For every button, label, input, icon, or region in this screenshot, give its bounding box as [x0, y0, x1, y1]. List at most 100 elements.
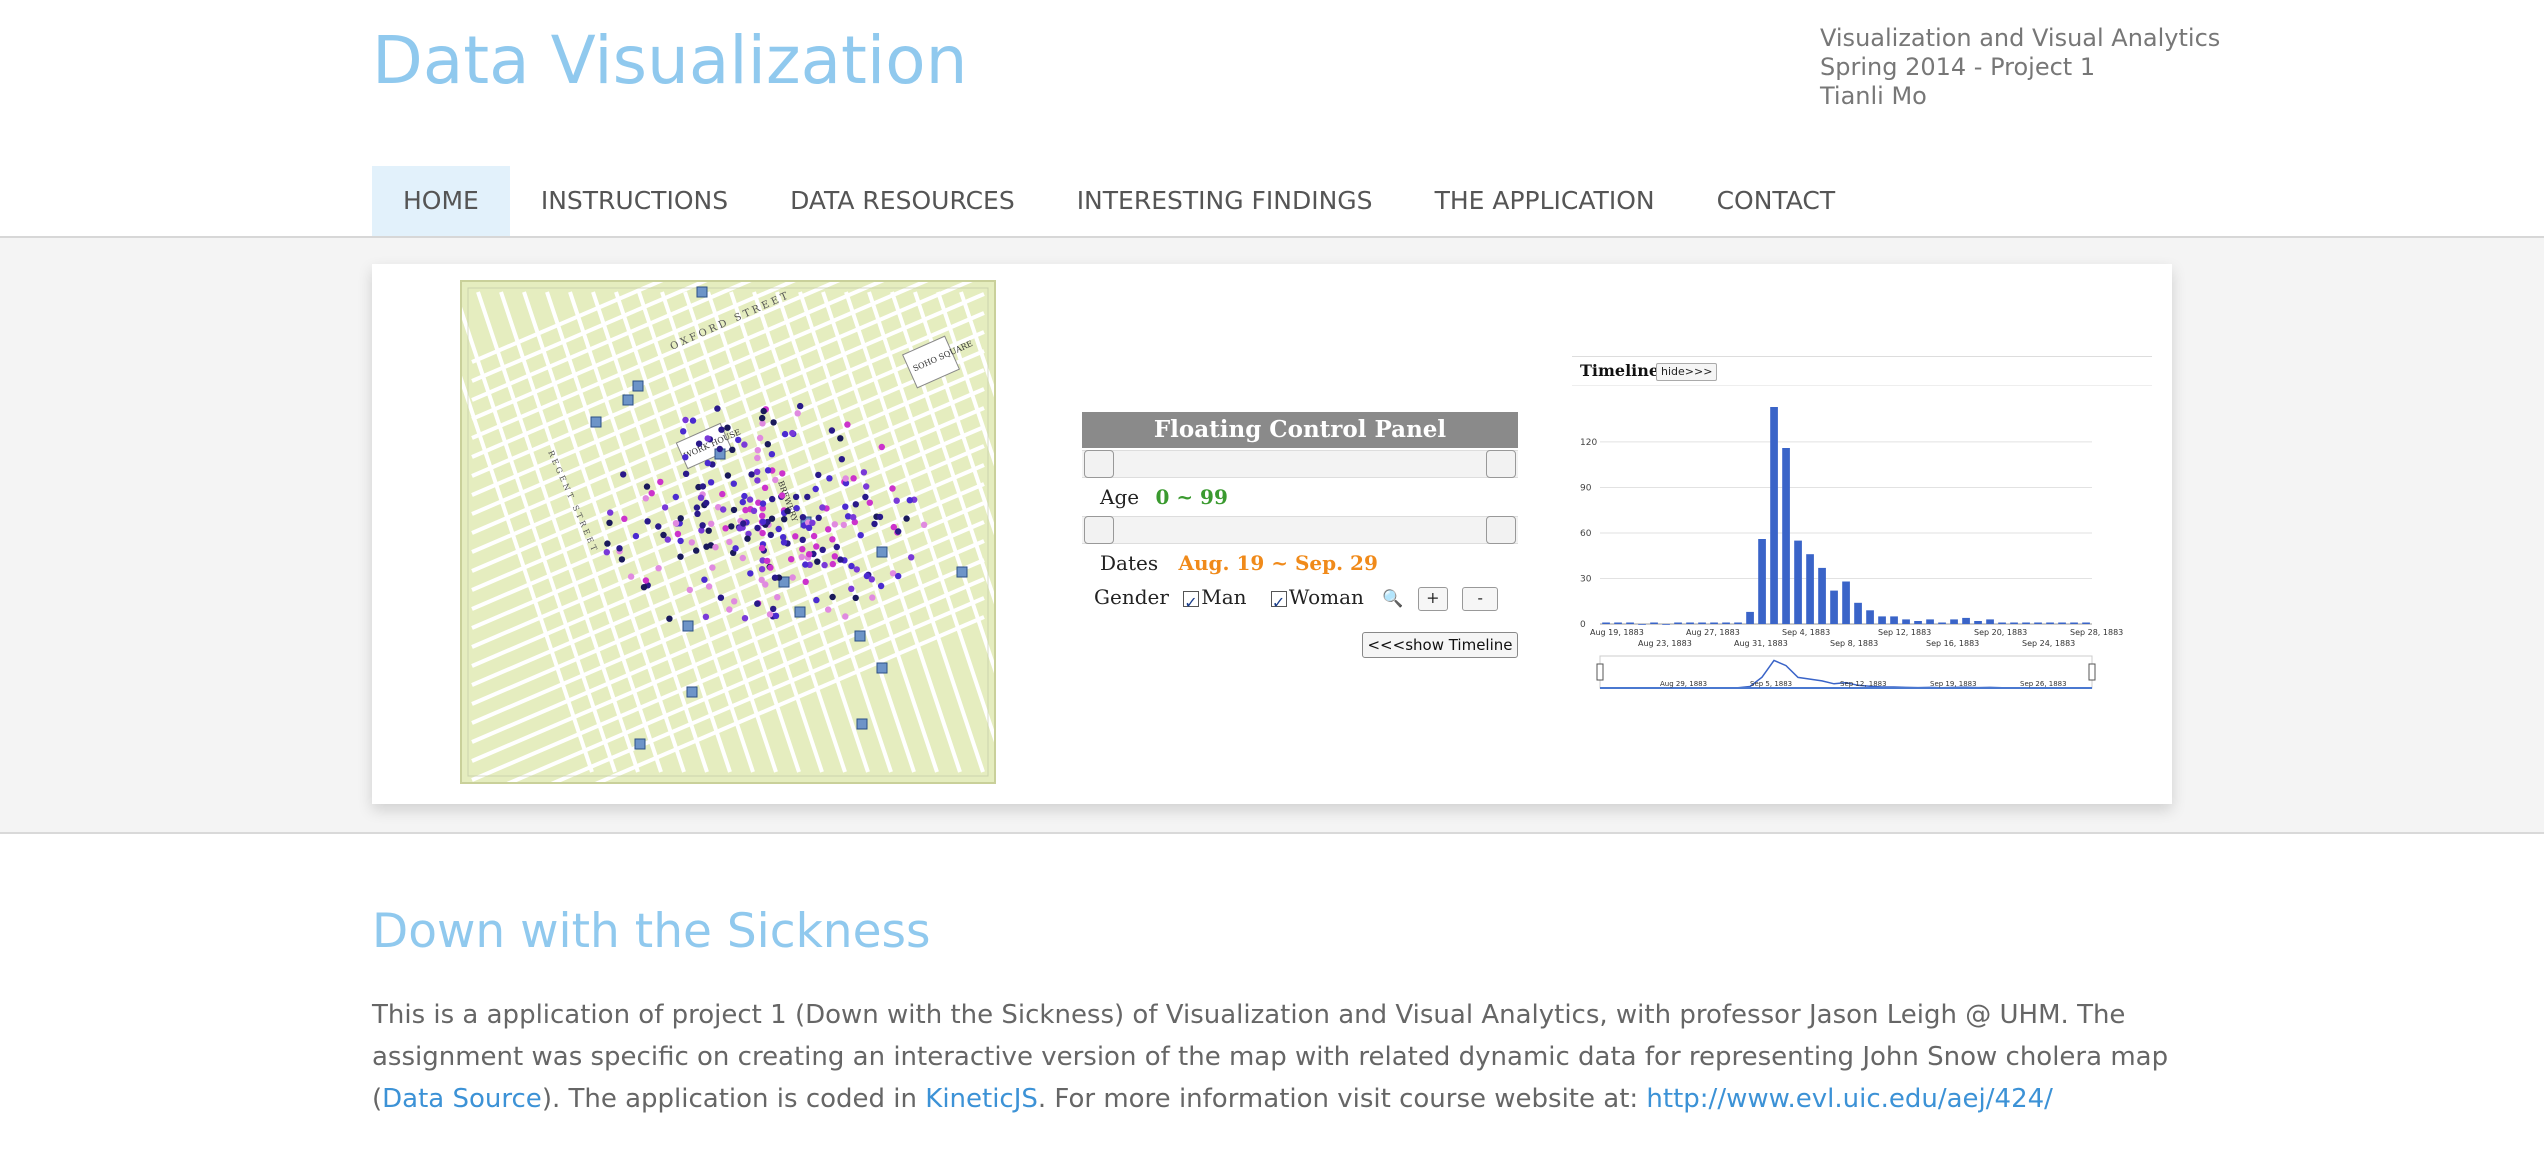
zoom-out-button[interactable]: - — [1462, 586, 1499, 611]
timeline-header: Timeline hide>>> — [1572, 356, 2152, 386]
age-slider-min-handle[interactable] — [1084, 450, 1114, 478]
woman-label: Woman — [1288, 585, 1364, 609]
death-marker — [644, 518, 651, 525]
death-marker — [707, 479, 715, 486]
kineticjs-link[interactable]: KineticJS — [925, 1084, 1038, 1114]
x-tick-label: Sep 24, 1883 — [2022, 639, 2075, 648]
pump-marker — [876, 546, 888, 558]
death-marker — [814, 558, 821, 565]
death-marker — [728, 523, 735, 530]
nav-data-resources[interactable]: DATA RESOURCES — [790, 186, 1015, 215]
death-marker — [789, 574, 796, 581]
timeline-bar — [1806, 554, 1814, 624]
death-marker — [621, 515, 628, 522]
timeline-bar — [1962, 617, 1970, 624]
dates-slider[interactable] — [1082, 516, 1518, 544]
death-marker — [848, 585, 855, 592]
death-marker — [831, 553, 838, 560]
dates-slider-max-handle[interactable] — [1486, 516, 1516, 544]
show-timeline-button[interactable]: <<<show Timeline — [1362, 632, 1518, 658]
death-marker — [731, 598, 738, 605]
death-marker — [758, 544, 766, 552]
timeline-bar — [1602, 622, 1610, 624]
age-value: 0 ~ 99 — [1155, 485, 1228, 509]
death-marker — [772, 476, 779, 484]
death-marker — [726, 538, 733, 546]
death-marker — [712, 544, 719, 551]
death-marker — [693, 504, 701, 511]
pump-marker — [686, 686, 698, 698]
timeline-bar — [1842, 581, 1850, 624]
course-line: Tianli Mo — [1820, 82, 1927, 110]
death-marker — [767, 531, 774, 539]
man-checkbox[interactable] — [1183, 586, 1200, 620]
death-marker — [863, 572, 871, 580]
nav-interesting-findings[interactable]: INTERESTING FINDINGS — [1076, 186, 1373, 215]
death-marker — [704, 459, 711, 467]
timeline-bar — [1782, 448, 1790, 624]
nav-instructions[interactable]: INSTRUCTIONS — [540, 186, 729, 215]
age-slider[interactable] — [1082, 450, 1518, 478]
death-marker — [844, 513, 852, 520]
overview-right-handle[interactable] — [2088, 663, 2096, 681]
article-body: This is a application of project 1 (Down… — [372, 994, 2172, 1120]
death-marker — [812, 485, 819, 493]
course-info: Visualization and Visual Analytics Sprin… — [1820, 24, 2220, 111]
man-label: Man — [1201, 585, 1247, 609]
timeline-bar — [1710, 622, 1718, 624]
overview-tick-label: Sep 12, 1883 — [1840, 680, 1887, 688]
data-source-link[interactable]: Data Source — [382, 1084, 542, 1114]
pump-marker — [632, 380, 644, 392]
woman-checkbox[interactable] — [1270, 586, 1287, 620]
death-marker — [754, 468, 761, 475]
timeline-bar — [1698, 622, 1706, 624]
map-street — [706, 291, 870, 773]
death-marker — [632, 532, 640, 540]
death-marker — [664, 536, 671, 543]
pump-marker — [956, 566, 968, 578]
death-marker — [877, 582, 885, 590]
death-marker — [686, 586, 693, 594]
death-marker — [878, 443, 885, 451]
death-marker — [842, 613, 849, 620]
death-marker — [868, 576, 875, 583]
map-street — [471, 501, 985, 725]
magnifier-icon[interactable]: 🔍 — [1382, 589, 1404, 609]
course-line: Spring 2014 - Project 1 — [1820, 53, 2096, 81]
death-marker — [722, 525, 729, 532]
death-marker — [840, 521, 847, 529]
zoom-in-button[interactable]: + — [1417, 586, 1448, 611]
nav-the-application[interactable]: THE APPLICATION — [1434, 186, 1655, 215]
timeline-bar — [1674, 622, 1682, 624]
death-marker — [714, 405, 721, 412]
nav-home[interactable]: HOME — [372, 166, 510, 236]
death-marker — [819, 504, 826, 511]
age-slider-max-handle[interactable] — [1486, 450, 1516, 478]
death-marker — [732, 545, 739, 552]
death-marker — [748, 471, 755, 478]
death-marker — [850, 475, 857, 482]
article-text-3: . For more information visit course webs… — [1037, 1084, 1647, 1114]
timeline-bar — [2058, 622, 2066, 624]
site-title[interactable]: Data Visualization — [372, 22, 968, 99]
death-marker — [746, 496, 754, 503]
death-marker — [797, 402, 804, 410]
death-marker — [804, 493, 811, 501]
dates-slider-min-handle[interactable] — [1084, 516, 1114, 544]
death-marker — [740, 520, 747, 527]
overview-left-handle[interactable] — [1596, 663, 1604, 681]
nav-contact[interactable]: CONTACT — [1716, 186, 1836, 215]
x-tick-label: Sep 20, 1883 — [1974, 628, 2027, 637]
death-marker — [726, 606, 733, 613]
hide-timeline-button[interactable]: hide>>> — [1656, 363, 1718, 381]
death-marker — [890, 523, 897, 531]
timeline-bar — [1746, 611, 1754, 624]
death-marker — [895, 528, 902, 535]
death-marker — [889, 570, 897, 577]
death-marker — [695, 440, 703, 447]
death-marker — [860, 469, 868, 476]
death-marker — [842, 503, 849, 510]
timeline-bar — [1866, 610, 1874, 624]
death-marker — [702, 613, 710, 620]
course-website-link[interactable]: http://www.evl.uic.edu/aej/424/ — [1646, 1084, 2053, 1114]
